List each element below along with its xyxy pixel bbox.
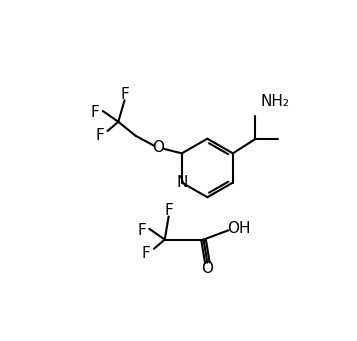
Text: F: F [95, 128, 104, 143]
Text: F: F [120, 87, 129, 102]
Text: F: F [91, 105, 100, 120]
Text: F: F [142, 246, 151, 261]
Text: F: F [137, 223, 146, 238]
Text: O: O [201, 261, 213, 276]
Text: F: F [164, 203, 173, 218]
Text: N: N [176, 175, 187, 190]
Text: O: O [153, 140, 165, 155]
Text: NH₂: NH₂ [261, 94, 290, 109]
Text: OH: OH [227, 221, 250, 236]
